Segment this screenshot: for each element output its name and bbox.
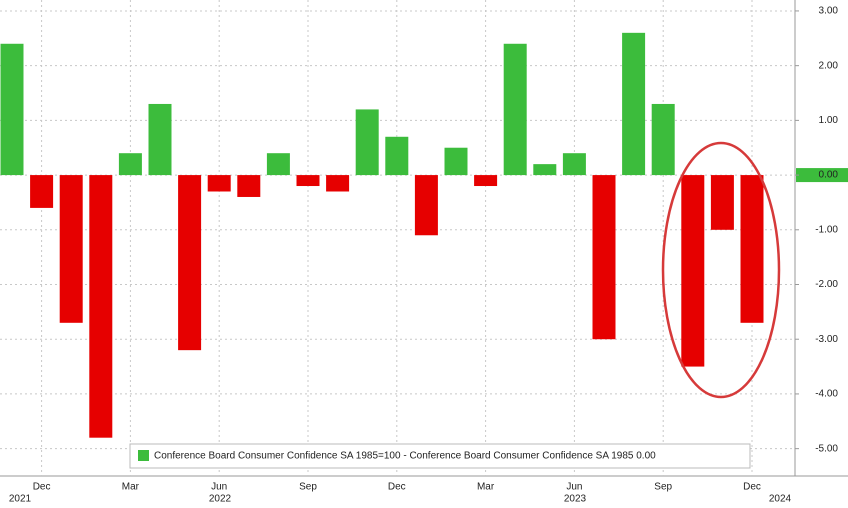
y-tick-label: -4.00 xyxy=(815,389,838,400)
bar xyxy=(296,175,320,187)
x-tick-label: Mar xyxy=(122,482,140,493)
bar xyxy=(740,175,764,323)
bar xyxy=(622,32,646,176)
bar xyxy=(355,109,379,176)
bar xyxy=(681,175,705,367)
x-tick-label: Sep xyxy=(299,482,317,493)
bar xyxy=(444,147,468,176)
legend-swatch xyxy=(138,450,149,461)
y-tick-label: 0.00 xyxy=(819,170,839,181)
bar xyxy=(533,164,557,176)
x-tick-label: Dec xyxy=(388,482,406,493)
x-tick-label: Mar xyxy=(477,482,495,493)
bar xyxy=(237,175,261,197)
legend xyxy=(129,443,751,469)
y-tick-label: 2.00 xyxy=(819,60,839,71)
bar xyxy=(414,175,438,236)
bar xyxy=(148,103,172,176)
year-label: 2023 xyxy=(564,494,587,505)
bar xyxy=(710,175,734,230)
highlight-circle xyxy=(661,141,781,399)
y-tick-label: -1.00 xyxy=(815,224,838,235)
y-tick-label: 3.00 xyxy=(819,6,839,17)
x-tick-label: Dec xyxy=(33,482,51,493)
legend-label: Conference Board Consumer Confidence SA … xyxy=(154,451,656,462)
bar xyxy=(385,136,409,176)
year-label: 2021 xyxy=(9,494,32,505)
bar xyxy=(118,153,142,176)
bar xyxy=(562,153,586,176)
bar xyxy=(207,175,231,192)
bar xyxy=(326,175,350,192)
y-tick-label: -3.00 xyxy=(815,334,838,345)
bar xyxy=(503,43,527,176)
y-tick-label: -5.00 xyxy=(815,443,838,454)
y-tick-label: -2.00 xyxy=(815,279,838,290)
y-tick-label: 1.00 xyxy=(819,115,839,126)
x-tick-label: Jun xyxy=(566,482,582,493)
bar xyxy=(266,153,290,176)
x-tick-label: Sep xyxy=(654,482,672,493)
last-value-box xyxy=(796,168,848,183)
bar xyxy=(30,175,54,208)
year-label: 2024 xyxy=(769,494,792,505)
bar xyxy=(651,103,675,176)
bar xyxy=(592,175,616,340)
bar xyxy=(474,175,498,187)
bar xyxy=(59,175,83,323)
x-tick-label: Jun xyxy=(211,482,227,493)
bar xyxy=(178,175,202,351)
year-label: 2022 xyxy=(209,494,232,505)
bar xyxy=(0,43,24,176)
bar xyxy=(89,175,113,438)
x-tick-label: Dec xyxy=(743,482,761,493)
